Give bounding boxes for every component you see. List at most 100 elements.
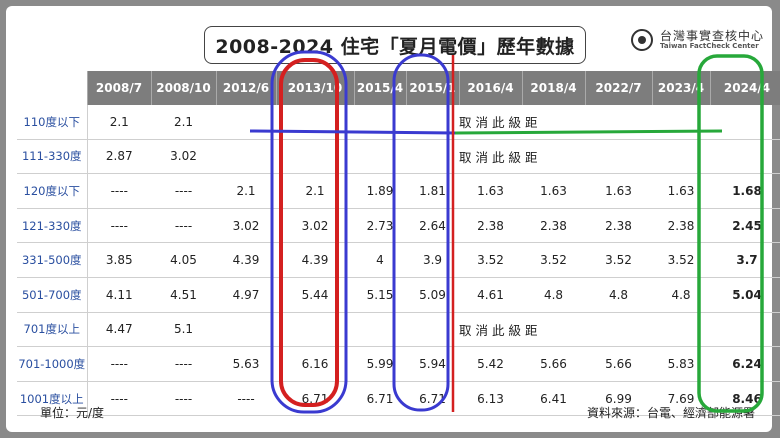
price-cell: 5.99 <box>354 346 406 382</box>
price-cell: 4.8 <box>652 277 710 313</box>
price-cell: 4.61 <box>459 277 522 313</box>
cancelled-tier-note: 取消此級距 <box>459 139 780 175</box>
header-corner <box>17 71 88 105</box>
source-note: 資料來源：台電、經濟部能源署 <box>587 406 756 420</box>
price-cell: 1.63 <box>585 173 652 209</box>
page-title: 2008-2024 住宅「夏月電價」歷年數據 <box>204 26 586 64</box>
price-cell: 5.63 <box>216 346 276 382</box>
price-cell: 2.38 <box>459 208 522 244</box>
price-cell: 5.42 <box>459 346 522 382</box>
price-cell: ---- <box>87 208 151 244</box>
price-cell: 2.1 <box>151 105 216 140</box>
unit-note: 單位：元/度 <box>40 406 105 420</box>
table-row: 121-330度 ---- ---- 3.02 3.02 2.73 2.64 2.38 2.38… <box>17 208 780 244</box>
price-cell: 4.8 <box>522 277 585 313</box>
price-cell: 1.63 <box>652 173 710 209</box>
price-cell: 4 <box>354 242 406 278</box>
row-label: 120度以下 <box>17 173 88 209</box>
price-cell: 6.24 <box>710 346 780 382</box>
logo-name-zh: 台灣事實查核中心 <box>660 28 765 43</box>
table-row: 701度以上 4.47 5.1 取消此級距 <box>17 312 780 348</box>
price-cell: 3.52 <box>459 242 522 278</box>
price-cell: 5.15 <box>354 277 406 313</box>
price-cell: 2.1 <box>87 105 151 140</box>
table-row: 111-330度 2.87 3.02 取消此級距 <box>17 139 780 175</box>
header-period: 2024/4 <box>710 71 780 105</box>
price-cell: 2.38 <box>522 208 585 244</box>
price-cell: 2.87 <box>87 139 151 175</box>
header-period: 2015/1 <box>406 71 460 105</box>
table-row: 331-500度 3.85 4.05 4.39 4.39 4 3.9 3.52 3.52 3.52… <box>17 242 780 278</box>
blank-cell <box>216 312 459 348</box>
price-cell: 3.02 <box>276 208 354 244</box>
eye-logo-icon <box>631 29 653 51</box>
price-cell: 4.39 <box>276 242 354 278</box>
price-cell: 5.04 <box>710 277 780 313</box>
price-cell: 6.99 <box>585 381 652 417</box>
header-period: 2008/10 <box>151 71 217 105</box>
header-period: 2008/7 <box>87 71 152 105</box>
price-cell: ---- <box>151 173 216 209</box>
header-period: 2015/4 <box>354 71 407 105</box>
logo-name-en: Taiwan FactCheck Center <box>660 41 759 50</box>
price-cell: 3.52 <box>522 242 585 278</box>
price-cell: 2.1 <box>276 173 354 209</box>
cancelled-tier-note: 取消此級距 <box>459 312 780 348</box>
price-cell: 6.71 <box>354 381 406 417</box>
price-cell: 5.83 <box>652 346 710 382</box>
cancelled-tier-note: 取消此級距 <box>459 105 780 140</box>
row-label: 331-500度 <box>17 242 88 278</box>
price-cell: ---- <box>151 346 216 382</box>
price-cell: 1.63 <box>522 173 585 209</box>
price-cell: 2.64 <box>406 208 459 244</box>
row-label: 121-330度 <box>17 208 88 244</box>
price-cell: 3.52 <box>652 242 710 278</box>
row-label: 701度以上 <box>17 312 88 348</box>
blank-cell <box>216 139 459 175</box>
price-cell: 4.51 <box>151 277 216 313</box>
price-cell: 1.81 <box>406 173 459 209</box>
header-period: 2012/6 <box>216 71 277 105</box>
table-row: 501-700度 4.11 4.51 4.97 5.44 5.15 5.09 4.61 4.8 4… <box>17 277 780 313</box>
price-cell: 6.41 <box>522 381 585 417</box>
price-cell: ---- <box>87 381 151 417</box>
price-cell: 5.94 <box>406 346 459 382</box>
table-row: 701-1000度 ---- ---- 5.63 6.16 5.99 5.94 5.42 5.6… <box>17 346 780 382</box>
price-cell: 2.45 <box>710 208 780 244</box>
row-label: 111-330度 <box>17 139 88 175</box>
price-cell: 2.38 <box>652 208 710 244</box>
price-cell: 4.05 <box>151 242 216 278</box>
price-cell: 2.73 <box>354 208 406 244</box>
price-cell: 5.1 <box>151 312 216 348</box>
price-cell: 1.63 <box>459 173 522 209</box>
price-cell: ---- <box>151 208 216 244</box>
price-cell: 1.68 <box>710 173 780 209</box>
blank-cell <box>216 105 459 140</box>
header-period: 2018/4 <box>522 71 586 105</box>
factcheck-logo: 台灣事實查核中心 Taiwan FactCheck Center <box>630 28 764 52</box>
price-cell: 4.47 <box>87 312 151 348</box>
price-cell: 3.02 <box>151 139 216 175</box>
price-cell: 2.38 <box>585 208 652 244</box>
price-cell: 5.66 <box>522 346 585 382</box>
price-cell: 4.8 <box>585 277 652 313</box>
price-cell: 3.02 <box>216 208 276 244</box>
price-cell: 5.44 <box>276 277 354 313</box>
price-cell: 4.11 <box>87 277 151 313</box>
table-row: 120度以下 ---- ---- 2.1 2.1 1.89 1.81 1.63 1.63 1.63… <box>17 173 780 209</box>
price-cell: 2.1 <box>216 173 276 209</box>
price-cell: 3.9 <box>406 242 459 278</box>
price-cell: 5.66 <box>585 346 652 382</box>
price-cell: 6.71 <box>276 381 354 417</box>
price-cell: 4.97 <box>216 277 276 313</box>
header-period: 2016/4 <box>459 71 523 105</box>
price-cell: 6.16 <box>276 346 354 382</box>
price-cell: 6.13 <box>459 381 522 417</box>
price-cell: 3.7 <box>710 242 780 278</box>
price-cell: ---- <box>87 173 151 209</box>
row-label: 110度以下 <box>17 105 88 140</box>
price-table: 2008/7 2008/10 2012/6 2013/10 2015/4 2015/1 20… <box>17 71 780 417</box>
price-cell: ---- <box>151 381 216 417</box>
header-period: 2022/7 <box>585 71 653 105</box>
price-cell: ---- <box>87 346 151 382</box>
